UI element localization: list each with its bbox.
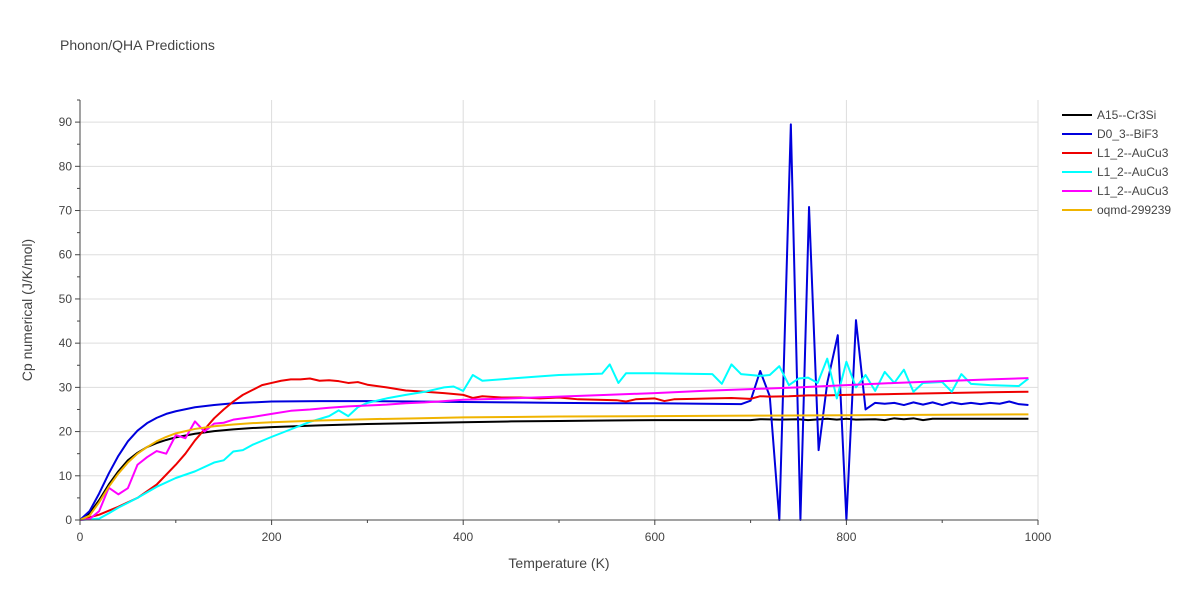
legend-label: oqmd-299239 <box>1097 203 1171 217</box>
y-tick-label: 30 <box>59 380 73 394</box>
y-tick-label: 70 <box>59 204 73 218</box>
legend-item[interactable]: oqmd-299239 <box>1062 203 1171 217</box>
x-axis-title: Temperature (K) <box>508 555 609 571</box>
legend-label: D0_3--BiF3 <box>1097 127 1159 141</box>
y-tick-label: 90 <box>59 115 73 129</box>
x-tick-label: 400 <box>453 530 473 544</box>
series-line-2 <box>79 123 1029 521</box>
y-axis-title: Cp numerical (J/K/mol) <box>19 239 35 381</box>
chart-title: Phonon/QHA Predictions <box>60 37 215 53</box>
legend[interactable]: A15--Cr3Si D0_3--BiF3 L1_2--AuCu3 L1_2--AuC… <box>1062 108 1171 217</box>
x-tick-label: 0 <box>77 530 84 544</box>
x-tick-label: 600 <box>645 530 665 544</box>
legend-item[interactable]: D0_3--BiF3 <box>1062 127 1159 141</box>
y-tick-label: 40 <box>59 336 73 350</box>
y-tick-label: 20 <box>59 425 73 439</box>
x-tick-label: 1000 <box>1025 530 1052 544</box>
y-axis-ticks: 0 10 20 30 40 50 60 70 80 90 <box>59 99 80 527</box>
y-tick-label: 0 <box>65 513 72 527</box>
y-tick-label: 60 <box>59 248 73 262</box>
series-line-6 <box>79 413 1029 521</box>
legend-label: A15--Cr3Si <box>1097 108 1156 122</box>
series-line-4 <box>79 357 1030 521</box>
grid <box>80 100 1039 520</box>
plot-area <box>79 123 1030 521</box>
legend-label: L1_2--AuCu3 <box>1097 165 1169 179</box>
x-tick-label: 800 <box>836 530 856 544</box>
legend-label: L1_2--AuCu3 <box>1097 184 1169 198</box>
legend-item[interactable]: L1_2--AuCu3 <box>1062 184 1169 198</box>
series-line-3 <box>79 377 1029 521</box>
series-line-5 <box>79 377 1029 521</box>
y-tick-label: 10 <box>59 469 73 483</box>
x-tick-label: 200 <box>262 530 282 544</box>
y-tick-label: 50 <box>59 292 73 306</box>
legend-label: L1_2--AuCu3 <box>1097 146 1169 160</box>
legend-item[interactable]: L1_2--AuCu3 <box>1062 165 1169 179</box>
legend-item[interactable]: A15--Cr3Si <box>1062 108 1156 122</box>
x-axis-ticks: 0 200 400 600 800 1000 <box>77 520 1052 544</box>
y-tick-label: 80 <box>59 159 73 173</box>
legend-item[interactable]: L1_2--AuCu3 <box>1062 146 1169 160</box>
